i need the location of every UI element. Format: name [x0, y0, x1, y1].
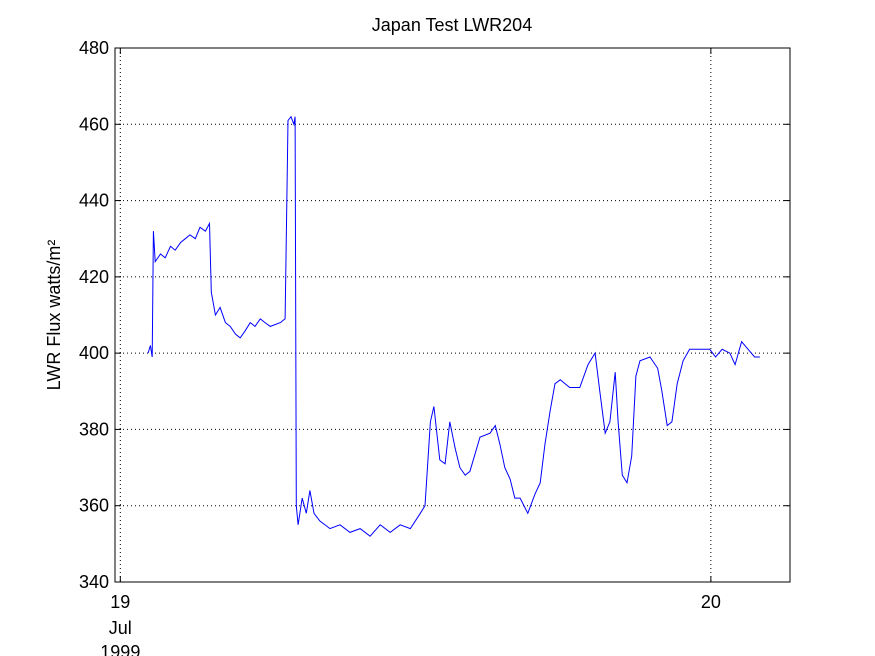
- x-date-label: 1999: [100, 642, 140, 656]
- y-tick-label: 340: [79, 572, 109, 592]
- y-axis-label: LWR Flux watts/m²: [44, 240, 64, 391]
- y-tick-label: 480: [79, 38, 109, 58]
- y-tick-label: 360: [79, 496, 109, 516]
- x-tick-label: 19: [110, 592, 130, 612]
- x-date-label: Jul: [109, 618, 132, 638]
- y-tick-label: 400: [79, 343, 109, 363]
- y-tick-label: 460: [79, 114, 109, 134]
- plot-frame: [114, 47, 791, 583]
- y-tick-label: 440: [79, 191, 109, 211]
- chart-title: Japan Test LWR204: [372, 15, 532, 35]
- data-line: [147, 115, 760, 537]
- y-tick-label: 420: [79, 267, 109, 287]
- x-tick-label: 20: [701, 592, 721, 612]
- y-tick-label: 380: [79, 419, 109, 439]
